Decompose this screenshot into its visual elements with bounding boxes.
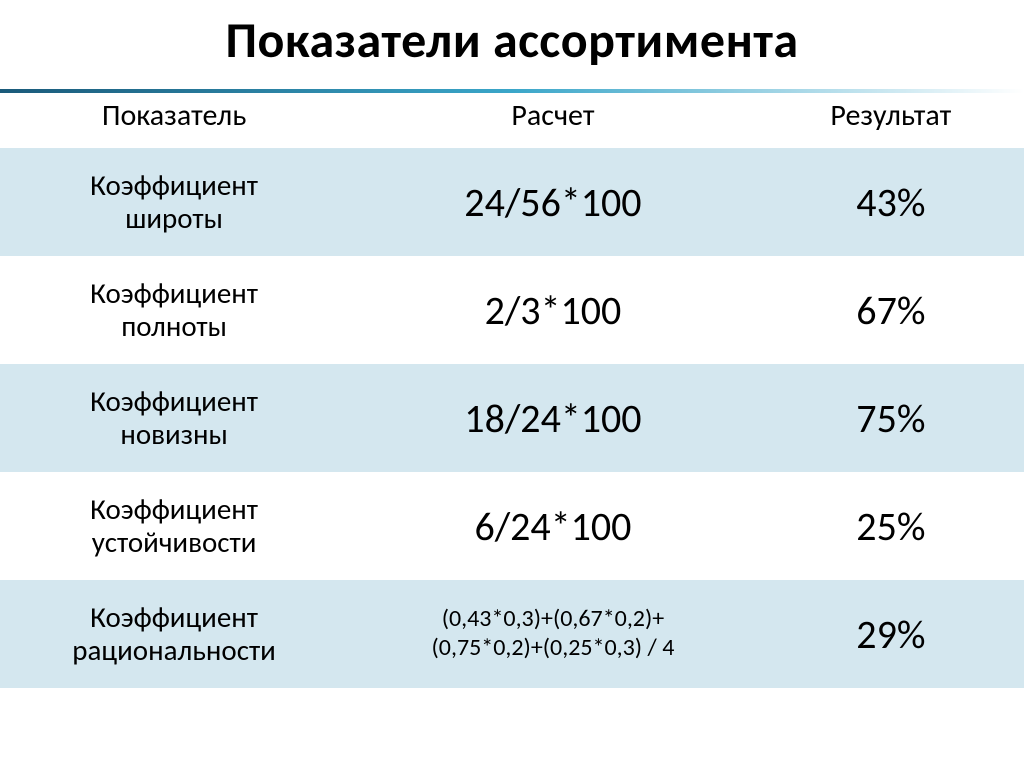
- row-label-line: Коэффициент: [90, 275, 258, 311]
- row-label-line: новизны: [120, 416, 227, 452]
- row-label-line: Коэффициент: [90, 599, 258, 635]
- table-row: Коэффициент новизны 18/24*100 75%: [0, 364, 1024, 472]
- accent-bar: [0, 79, 1024, 83]
- row-label-line: устойчивости: [92, 524, 257, 560]
- row-calc: 18/24*100: [348, 364, 758, 472]
- table-row: Коэффициент широты 24/56*100 43%: [0, 148, 1024, 256]
- row-calc: (0,43*0,3)+(0,67*0,2)+ (0,75*0,2)+(0,25*…: [348, 580, 758, 688]
- row-calc-line: (0,43*0,3)+(0,67*0,2)+: [442, 604, 665, 633]
- metrics-table: Показатель Расчет Результат Коэффициент …: [0, 83, 1024, 688]
- row-label: Коэффициент рациональности: [0, 580, 348, 688]
- row-calc: 2/3*100: [348, 256, 758, 364]
- row-label: Коэффициент новизны: [0, 364, 348, 472]
- row-calc: 24/56*100: [348, 148, 758, 256]
- slide: Показатели ассортимента Показатель Расче…: [0, 0, 1024, 767]
- row-result: 25%: [758, 472, 1024, 580]
- table-container: Показатель Расчет Результат Коэффициент …: [0, 83, 1024, 688]
- table-row: Коэффициент рациональности (0,43*0,3)+(0…: [0, 580, 1024, 688]
- row-label-line: Коэффициент: [90, 167, 258, 203]
- row-label-line: широты: [125, 200, 223, 236]
- row-result: 43%: [758, 148, 1024, 256]
- row-result: 75%: [758, 364, 1024, 472]
- row-result: 29%: [758, 580, 1024, 688]
- table-row: Коэффициент полноты 2/3*100 67%: [0, 256, 1024, 364]
- row-label-line: полноты: [121, 308, 227, 344]
- row-label: Коэффициент полноты: [0, 256, 348, 364]
- row-label-line: Коэффициент: [90, 383, 258, 419]
- row-label: Коэффициент широты: [0, 148, 348, 256]
- row-label-line: рациональности: [72, 632, 276, 668]
- row-result: 67%: [758, 256, 1024, 364]
- row-label: Коэффициент устойчивости: [0, 472, 348, 580]
- row-calc-line: (0,75*0,2)+(0,25*0,3) / 4: [432, 633, 675, 662]
- row-calc: 6/24*100: [348, 472, 758, 580]
- table-row: Коэффициент устойчивости 6/24*100 25%: [0, 472, 1024, 580]
- page-title: Показатели ассортимента: [0, 0, 1024, 79]
- row-label-line: Коэффициент: [90, 491, 258, 527]
